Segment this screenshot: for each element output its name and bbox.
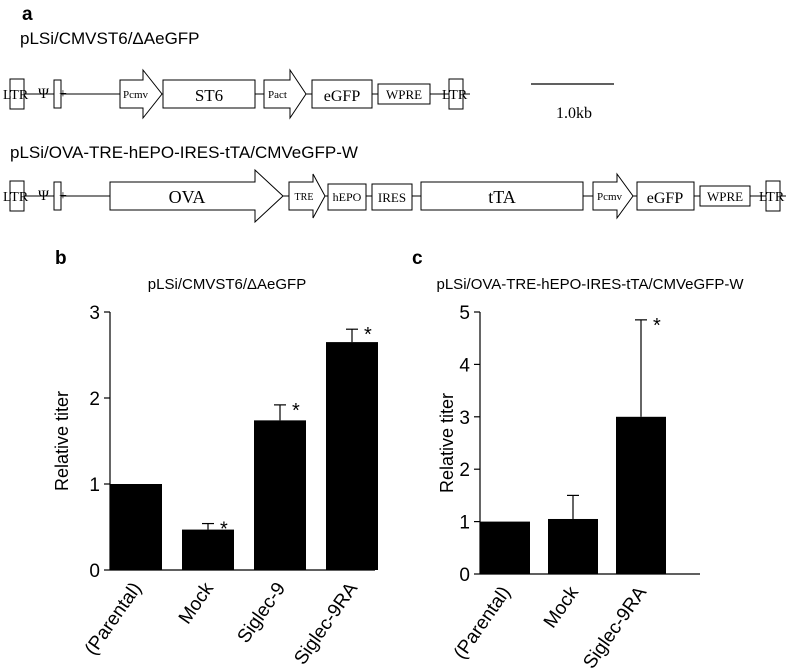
ltr-left-label: LTR: [3, 88, 29, 103]
pact-label: Pact: [268, 89, 287, 101]
ltr-left-box-2: [9, 180, 25, 212]
hepo-label: hEPO: [333, 190, 362, 204]
egfp-box-2: [636, 181, 695, 211]
y-tick-label: 3: [89, 303, 100, 324]
construct-1-title: pLSi/CMVST6/ΔAeGFP: [20, 29, 200, 48]
significance-marker: *: [292, 400, 300, 422]
ires-label: IRES: [378, 190, 406, 205]
egfp-box: [311, 79, 373, 109]
bar: [480, 521, 530, 574]
chart-title: pLSi/CMVST6/ΔAeGFP: [148, 276, 306, 293]
psi-box-2: [53, 181, 62, 211]
plus-label: +: [59, 87, 67, 102]
pcmv-label: Pcmv: [123, 89, 149, 101]
y-tick-label: 2: [459, 460, 470, 481]
tre-label: TRE: [295, 192, 314, 203]
y-tick-label: 0: [89, 561, 100, 582]
x-tick-label: Mock: [540, 582, 584, 632]
bar: [616, 416, 666, 574]
st6-label: ST6: [195, 86, 223, 105]
y-tick-label: 2: [89, 389, 100, 410]
scale-bar: 1.0kb: [531, 83, 614, 122]
x-tick-label: (Parental): [81, 579, 146, 659]
scale-bar-label: 1.0kb: [556, 105, 592, 122]
y-tick-label: 1: [89, 475, 100, 496]
significance-marker: *: [364, 324, 372, 346]
bar: [254, 420, 306, 570]
chart-c: pLSi/OVA-TRE-hEPO-IRES-tTA/CMVeGFP-W 0 1 2 3…: [437, 276, 745, 671]
y-tick-label: 3: [459, 408, 470, 429]
wpre-box: [377, 83, 431, 105]
wpre-label: WPRE: [386, 87, 422, 102]
x-tick-label: (Parental): [450, 583, 515, 663]
pact-arrow: [263, 68, 307, 120]
y-tick-label: 1: [459, 513, 470, 534]
bar: [182, 529, 234, 570]
significance-marker: *: [220, 519, 228, 541]
ltr-left-label-2: LTR: [3, 190, 29, 205]
construct-2: pLSi/OVA-TRE-hEPO-IRES-tTA/CMVeGFP-W LTR…: [3, 143, 786, 224]
ltr-right-label-2: LTR: [759, 190, 785, 205]
ltr-right-label: LTR: [442, 88, 468, 103]
psi-label-2: Ψ: [38, 188, 50, 204]
y-tick-label: 4: [459, 355, 470, 376]
hepo-box: [327, 183, 367, 211]
panel-a-letter: a: [22, 4, 33, 25]
bar: [548, 518, 598, 574]
x-tick-label: Mock: [175, 578, 219, 628]
y-tick-label: 5: [459, 303, 470, 324]
construct-2-title: pLSi/OVA-TRE-hEPO-IRES-tTA/CMVeGFP-W: [10, 143, 358, 162]
psi-box: [53, 79, 62, 109]
ltr-left-box: [9, 78, 25, 110]
pcmv-arrow-2: [592, 172, 634, 220]
wpre-label-2: WPRE: [707, 189, 743, 204]
pcmv-arrow: [119, 68, 163, 120]
y-axis-label: Relative titer: [437, 393, 457, 493]
plus-label-2: +: [59, 189, 67, 204]
x-tick-label: Siglec-9RA: [579, 583, 651, 671]
chart-title: pLSi/OVA-TRE-hEPO-IRES-tTA/CMVeGFP-W: [437, 276, 745, 293]
x-tick-label: Siglec-9RA: [290, 579, 362, 669]
y-axis-label: Relative titer: [52, 391, 72, 491]
ltr-right-box: [448, 78, 464, 110]
ova-arrow: [109, 168, 284, 224]
st6-box: [162, 79, 256, 109]
ltr-right-box-2: [765, 180, 781, 212]
wpre-box-2: [699, 185, 751, 207]
ires-box: [371, 183, 413, 211]
tre-arrow: [288, 173, 326, 219]
ova-label: OVA: [169, 187, 206, 207]
x-tick-label: Siglec-9: [234, 579, 291, 647]
significance-marker: *: [653, 315, 661, 337]
psi-label: Ψ: [38, 86, 50, 102]
panel-c-letter: c: [412, 248, 423, 269]
chart-b: pLSi/CMVST6/ΔAeGFP 0 1 2 3 Relative titer (Par…: [52, 276, 378, 669]
y-tick-label: 0: [459, 565, 470, 586]
bar: [326, 342, 378, 570]
tta-box: [420, 181, 584, 211]
pcmv-label-2: Pcmv: [597, 191, 623, 203]
tta-label: tTA: [488, 187, 516, 207]
egfp-label: eGFP: [324, 88, 361, 105]
egfp-label-2: eGFP: [647, 190, 684, 207]
bar: [110, 484, 162, 570]
construct-1: pLSi/CMVST6/ΔAeGFP LTR Ψ + Pcmv ST6 Pact…: [3, 29, 470, 120]
panel-b-letter: b: [55, 248, 67, 269]
